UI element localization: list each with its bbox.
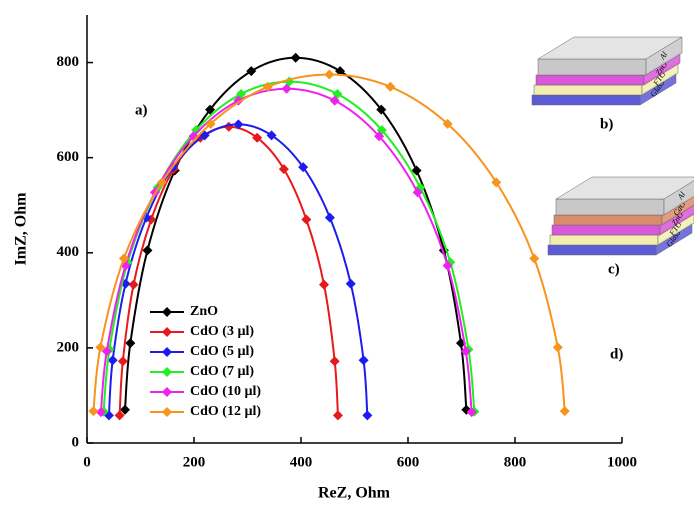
marker [329,356,340,367]
x-tick-label: 200 [183,454,206,470]
legend-marker [162,347,172,357]
inset-layer-front [549,234,659,246]
marker [442,260,453,271]
marker [205,104,216,115]
legend-label: CdO (10 µl) [190,384,261,399]
inset-layer-front [535,74,645,86]
legend-label: ZnO [190,304,218,319]
legend-label: CdO (5 µl) [190,344,254,359]
legend-marker [162,407,172,417]
marker [107,355,118,366]
inset-layer-front [553,214,663,226]
legend-label: CdO (12 µl) [190,404,261,419]
inset-layer-front [555,198,665,216]
marker [335,66,346,77]
annotation: b) [600,116,613,132]
inset-layer-front [547,244,657,256]
marker [358,355,369,366]
inset-layer-front [551,224,661,236]
marker [114,410,125,421]
inset-layer-top [555,176,694,200]
marker [412,187,423,198]
marker [332,410,343,421]
annotation: c) [608,261,620,277]
marker [266,130,277,141]
marker [95,342,106,353]
legend-marker [162,307,172,317]
marker [128,279,139,290]
inset-layer-front [533,84,643,96]
marker [319,279,330,290]
series-line [102,80,476,412]
inset-layer-front [537,58,647,76]
annotation: a) [135,102,148,118]
x-tick-label: 400 [290,454,313,470]
y-tick-label: 200 [57,339,80,355]
marker [156,177,167,188]
legend-marker [162,387,172,397]
marker [233,119,244,130]
marker [262,81,273,92]
annotation: d) [610,346,623,362]
marker [125,338,136,349]
marker [252,132,263,143]
marker [552,342,563,353]
marker [324,212,335,223]
marker [290,52,301,63]
marker [301,214,312,225]
marker [205,118,216,129]
marker [95,407,106,418]
marker [246,66,257,77]
series-line [123,56,468,410]
y-axis-label: ImZ, Ohm [13,192,30,266]
y-tick-label: 600 [57,149,80,165]
x-tick-label: 800 [504,454,527,470]
marker [376,104,387,115]
marker [101,346,112,357]
marker [117,356,128,367]
marker [88,406,99,417]
marker [442,118,453,129]
marker [278,164,289,175]
marker [529,253,540,264]
marker [460,346,471,357]
marker [298,162,309,173]
marker [118,253,129,264]
marker [362,410,373,421]
inset-layer-front [531,94,641,106]
legend-marker [162,327,172,337]
y-tick-label: 400 [57,244,80,260]
x-tick-label: 600 [397,454,420,470]
marker [345,278,356,289]
x-tick-label: 1000 [607,454,637,470]
marker [329,95,340,106]
inset-layer-top [537,36,683,60]
marker [466,407,477,418]
x-tick-label: 0 [83,454,91,470]
x-axis-label: ReZ, Ohm [318,485,391,502]
marker [119,404,130,415]
marker [324,69,335,80]
marker [374,131,385,142]
y-tick-label: 800 [57,54,80,70]
legend-label: CdO (3 µl) [190,324,254,339]
marker [142,245,153,256]
legend-label: CdO (7 µl) [190,364,254,379]
legend-marker [162,367,172,377]
marker [411,165,422,176]
marker [281,83,292,94]
marker [491,177,502,188]
marker [559,406,570,417]
marker [385,81,396,92]
y-tick-label: 0 [72,434,80,450]
series-line [99,87,473,413]
series-line [92,73,566,412]
